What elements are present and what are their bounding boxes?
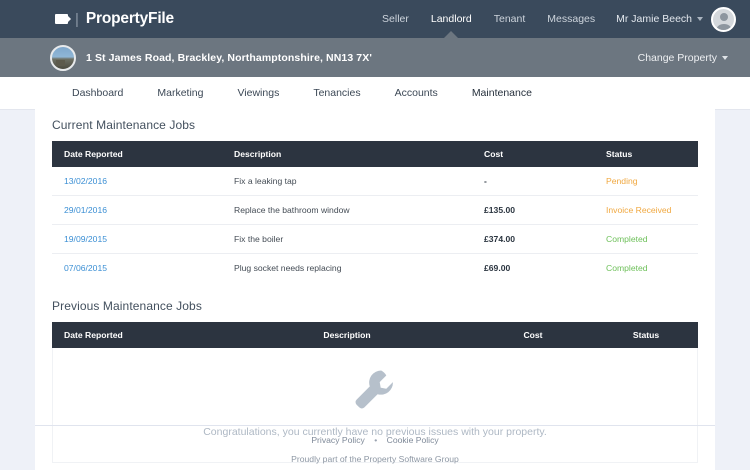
tab-marketing[interactable]: Marketing	[157, 87, 204, 99]
column-header-description: Description	[222, 322, 472, 348]
status-badge: Invoice Received	[594, 195, 698, 225]
current-jobs-title: Current Maintenance Jobs	[52, 118, 196, 132]
chevron-down-icon	[722, 55, 728, 60]
cookie-policy-link[interactable]: Cookie Policy	[386, 435, 439, 445]
cell-date-reported[interactable]: 13/02/2016	[52, 167, 222, 196]
table-row[interactable]: 19/09/2015 Fix the boiler £374.00 Comple…	[52, 224, 698, 254]
cell-cost: £374.00	[472, 224, 594, 254]
nav-link-tenant[interactable]: Tenant	[493, 13, 526, 25]
nav-link-messages[interactable]: Messages	[547, 13, 596, 25]
camera-icon	[55, 14, 71, 24]
brand-name: PropertyFile	[85, 10, 174, 27]
property-thumbnail-image	[50, 44, 76, 71]
tab-accounts[interactable]: Accounts	[394, 87, 438, 99]
wrench-icon	[355, 370, 393, 409]
table-row[interactable]: 07/06/2015 Plug socket needs replacing £…	[52, 254, 698, 283]
cell-cost: £69.00	[484, 263, 511, 273]
column-header-date-reported: Date Reported	[52, 322, 222, 348]
cell-description: Fix the boiler	[222, 224, 472, 254]
cell-cost: £135.00	[472, 195, 594, 225]
column-header-status: Status	[594, 322, 698, 348]
cell-date-reported[interactable]: 19/09/2015	[52, 224, 222, 254]
property-bar: 1 St James Road, Brackley, Northamptonsh…	[0, 38, 750, 77]
footer-divider	[35, 425, 715, 426]
user-menu[interactable]: Mr Jamie Beech	[606, 6, 736, 32]
nav-link-seller[interactable]: Seller	[382, 13, 409, 25]
tab-tenancies[interactable]: Tenancies	[313, 87, 361, 99]
tab-dashboard[interactable]: Dashboard	[72, 87, 124, 99]
footer-note: Proudly part of the Property Software Gr…	[291, 454, 459, 464]
brand-separator: |	[75, 10, 79, 28]
cell-cost: -	[472, 167, 594, 196]
cell-description: Replace the bathroom window	[222, 195, 472, 225]
change-property-button[interactable]: Change Property	[638, 52, 728, 64]
column-header-status: Status	[594, 141, 698, 167]
cell-date-reported[interactable]: 07/06/2015	[64, 263, 108, 273]
cell-date-reported[interactable]: 29/01/2016	[52, 195, 222, 225]
status-badge: Completed	[606, 263, 648, 273]
previous-jobs-title: Previous Maintenance Jobs	[52, 299, 202, 313]
tab-viewings[interactable]: Viewings	[237, 87, 280, 99]
user-avatar-icon[interactable]	[711, 6, 736, 32]
column-header-cost: Cost	[472, 141, 594, 167]
status-badge: Pending	[594, 167, 698, 196]
content-card: Current Maintenance Jobs Date Reported D…	[35, 104, 715, 470]
property-address: 1 St James Road, Brackley, Northamptonsh…	[86, 51, 372, 64]
previous-jobs-empty-state: Congratulations, you currently have no p…	[52, 348, 698, 463]
current-jobs-table: Date Reported Description Cost Status 13…	[52, 141, 698, 282]
brand-logo[interactable]: | PropertyFile	[55, 10, 174, 28]
change-property-label: Change Property	[637, 51, 717, 64]
table-row[interactable]: 29/01/2016 Replace the bathroom window £…	[52, 195, 698, 225]
column-header-date-reported: Date Reported	[52, 141, 222, 167]
user-name-label: Mr Jamie Beech	[616, 13, 692, 25]
status-badge: Completed	[594, 224, 698, 254]
table-header-row: Date Reported Description Cost Status	[52, 141, 698, 167]
privacy-policy-link[interactable]: Privacy Policy	[311, 435, 365, 445]
cell-description: Plug socket needs replacing	[234, 263, 342, 273]
table-row[interactable]: 13/02/2016 Fix a leaking tap - Pending	[52, 167, 698, 196]
chevron-down-icon	[697, 17, 703, 21]
previous-jobs-table: Date Reported Description Cost Status	[52, 322, 698, 348]
footer-links: Privacy Policy • Cookie Policy	[0, 435, 750, 445]
empty-state-message: Congratulations, you currently have no p…	[203, 426, 547, 438]
nav-link-landlord[interactable]: Landlord	[420, 0, 483, 38]
page-footer: Privacy Policy • Cookie Policy Proudly p…	[0, 435, 750, 464]
footer-separator-dot: •	[374, 435, 378, 445]
top-navigation-bar: | PropertyFile Seller Landlord Tenant Me…	[0, 0, 750, 38]
table-header-row: Date Reported Description Cost Status	[52, 322, 698, 348]
top-nav-links: Seller Landlord Tenant Messages Mr Jamie…	[371, 0, 736, 38]
column-header-description: Description	[222, 141, 472, 167]
column-header-cost: Cost	[472, 322, 594, 348]
cell-description: Fix a leaking tap	[222, 167, 472, 196]
